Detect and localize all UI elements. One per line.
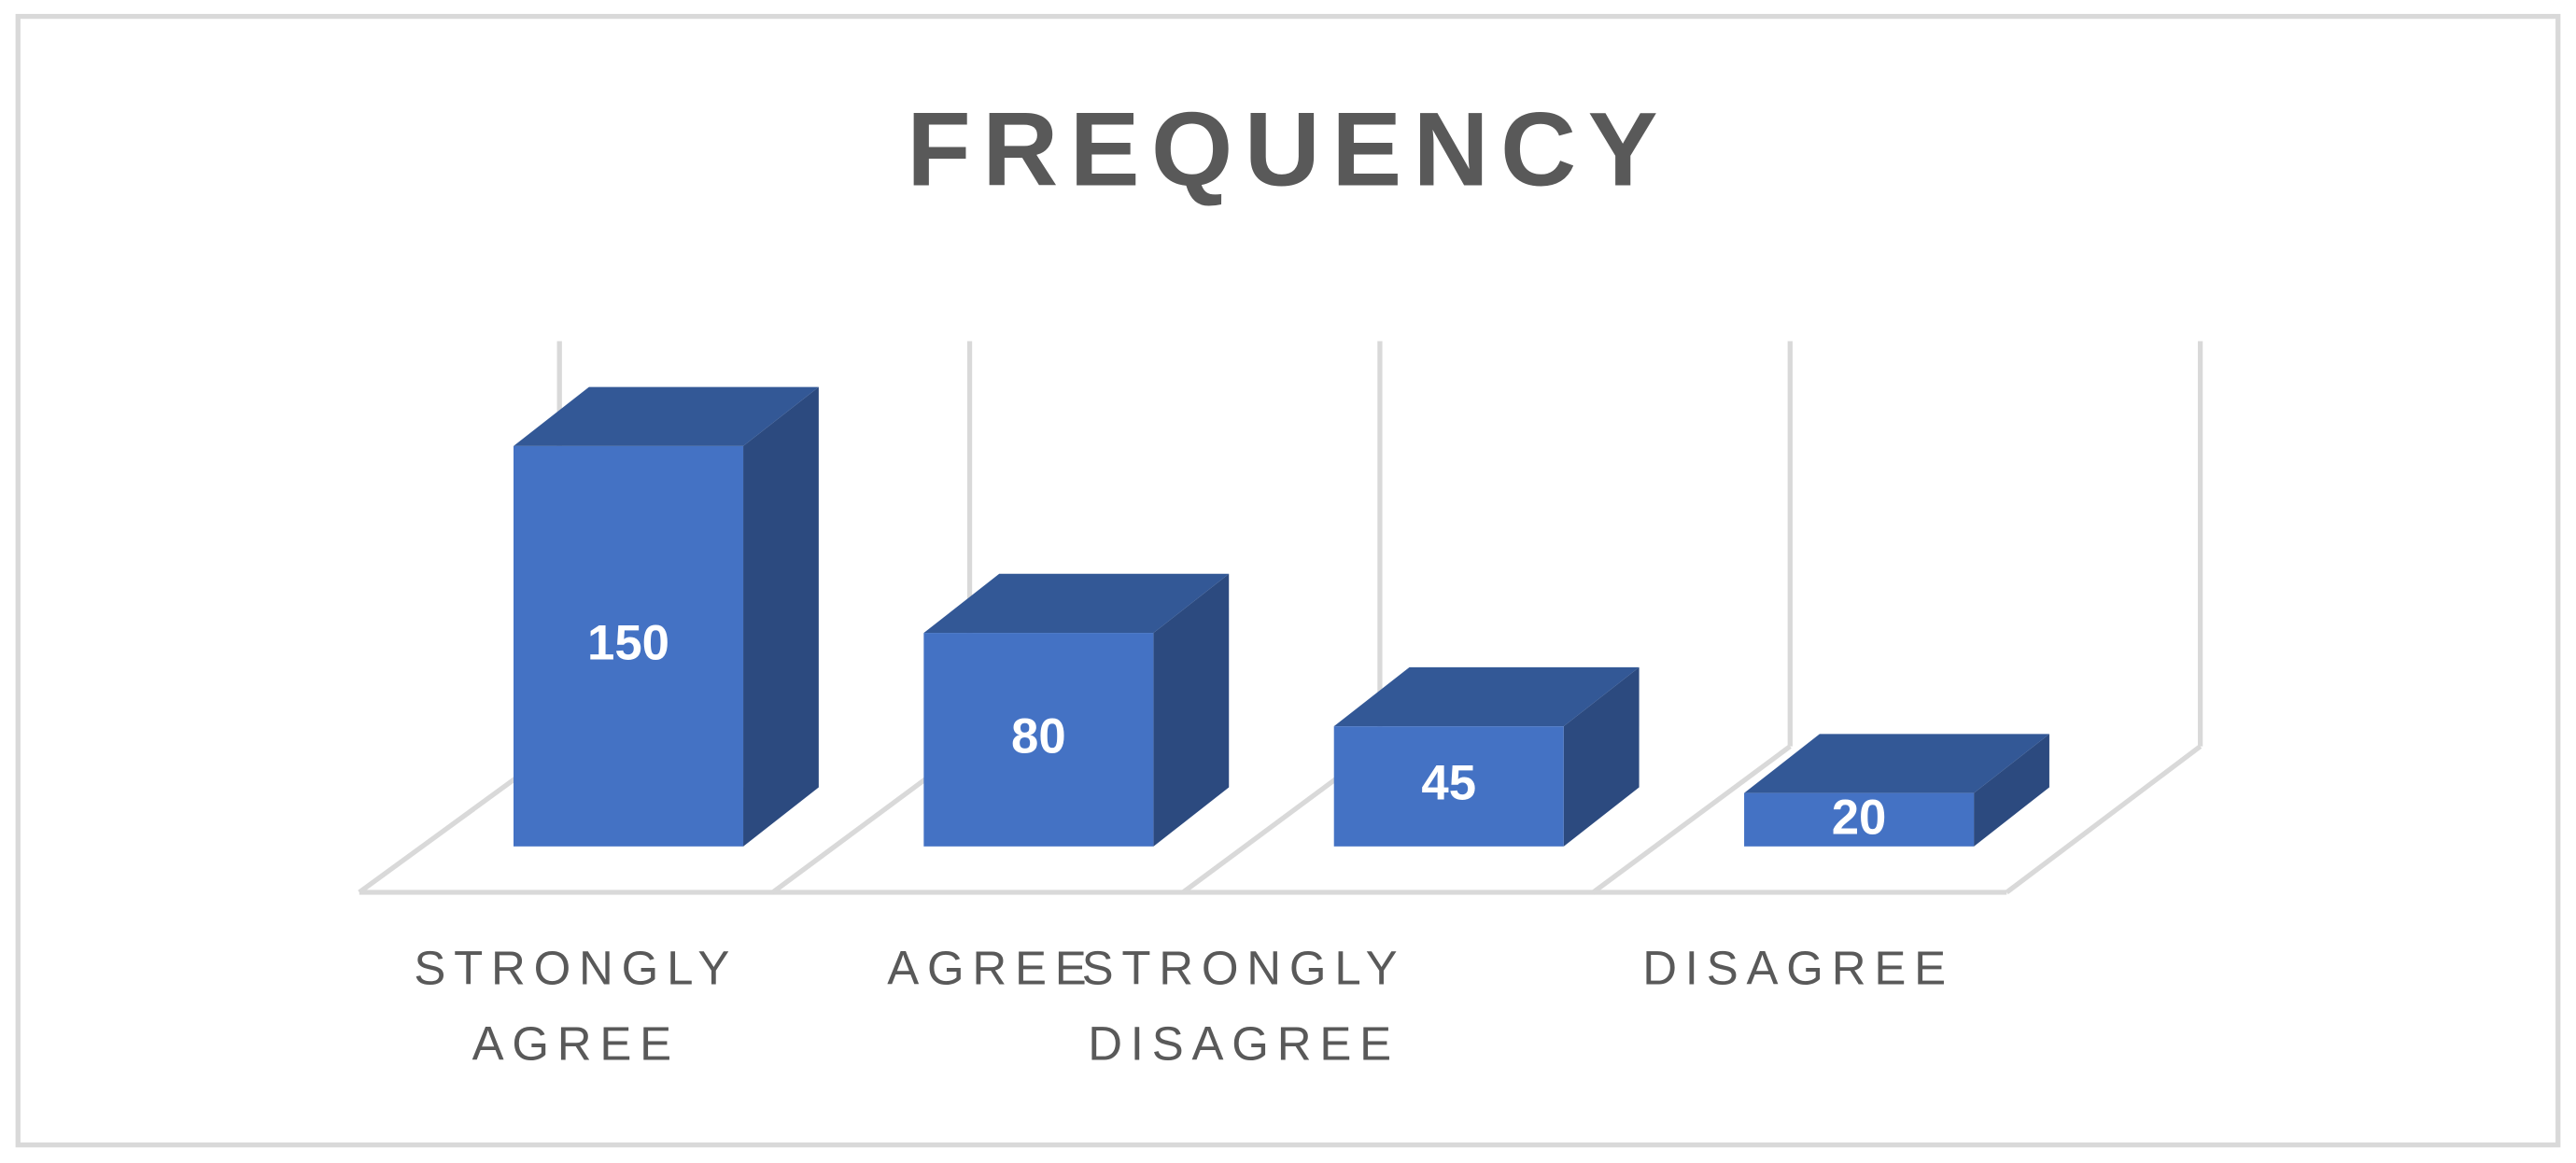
x-tick-label: DISAGREE <box>1642 943 1954 996</box>
chart-title: FREQUENCY <box>907 90 1669 207</box>
floor-side <box>2005 744 2203 895</box>
data-label: 80 <box>1011 708 1066 764</box>
bar <box>514 445 744 847</box>
x-tick-label: STRONGLY DISAGREE <box>1081 943 1406 1072</box>
bar-top <box>1744 734 2049 793</box>
bar-side <box>1974 734 2049 847</box>
data-label: 150 <box>587 615 669 670</box>
x-label-box: STRONGLY DISAGREE <box>1081 943 1406 1072</box>
x-tick-label: STRONGLY AGREE <box>414 943 739 1072</box>
bar-top <box>923 573 1230 634</box>
floor-divider <box>1591 744 1792 895</box>
data-label: 20 <box>1832 790 1887 845</box>
bar <box>1333 726 1564 847</box>
x-tick-label: AGREE <box>887 943 1095 996</box>
bar-top <box>514 386 819 446</box>
bar-side <box>1153 573 1230 847</box>
bar <box>923 633 1154 847</box>
bar-side <box>743 386 819 847</box>
x-label-box: AGREE <box>887 943 1095 996</box>
chart-border <box>15 13 2561 1148</box>
bar-top <box>1333 666 1640 727</box>
x-label-box: DISAGREE <box>1642 943 1954 996</box>
data-label: 45 <box>1421 755 1476 810</box>
bar-side <box>1563 666 1640 847</box>
x-label-box: STRONGLY AGREE <box>414 943 739 1072</box>
bar <box>1744 792 1975 847</box>
